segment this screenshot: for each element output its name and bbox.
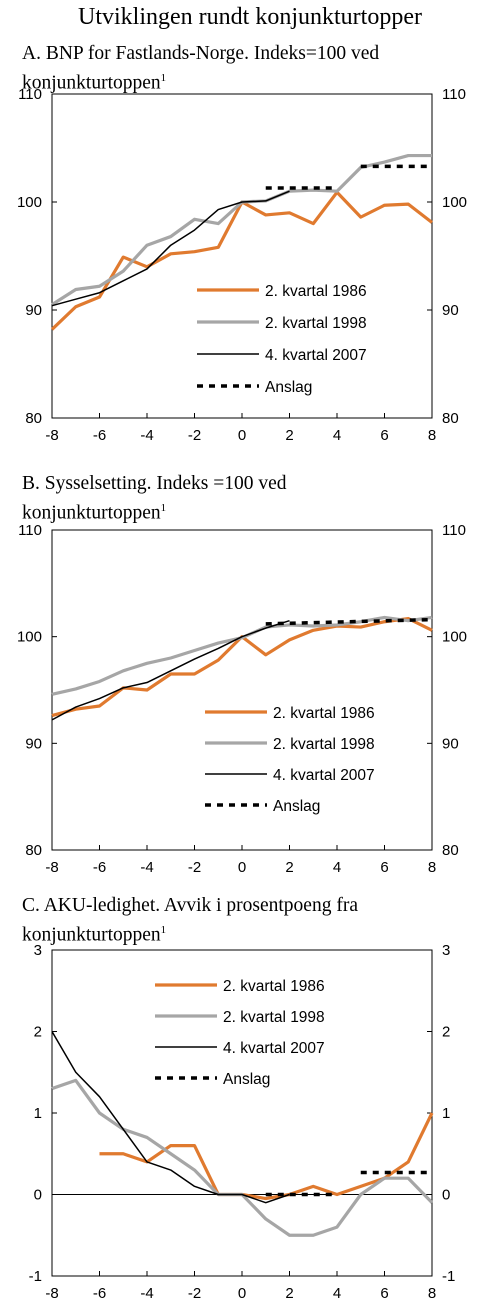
panel-b-legend-4-kvartal-2007-label: 4. kvartal 2007 — [273, 767, 375, 784]
panel-a-y-tick-label-right: 100 — [442, 194, 467, 211]
panel-c-legend-2-kvartal-1986-label: 2. kvartal 1986 — [223, 978, 325, 995]
panel-c-x-tick-label: 2 — [285, 1285, 293, 1302]
panel-b-series-anslag-line — [265, 617, 433, 626]
panel-b-footnote: 1 — [160, 502, 167, 514]
panel-a-label: A. — [22, 43, 41, 64]
panel-a-series-4-kvartal-2007-line — [51, 190, 290, 307]
panel-a-legend-2-kvartal-1998-label: 2. kvartal 1998 — [265, 315, 367, 332]
panel-a-x-tick-label: 4 — [333, 427, 341, 444]
panel-b-legend-2-kvartal-1998-label: 2. kvartal 1998 — [273, 736, 375, 753]
panel-c-title: C. AKU-ledighet. Avvik i prosentpoeng fr… — [22, 894, 358, 948]
panel-b-x-tick-label: 2 — [285, 859, 293, 876]
panel-a-y-tick-label-left: 110 — [18, 86, 42, 103]
panel-b-x-tick-label: 4 — [333, 859, 341, 876]
panel-c-y-tick-label-left: 3 — [34, 942, 42, 959]
panel-b-y-tick-label-left: 80 — [25, 842, 42, 859]
panel-c-x-tick-label: 0 — [238, 1285, 246, 1302]
panel-b-x-tick-label: 6 — [380, 859, 388, 876]
panel-a-y-tick-label-left: 100 — [17, 194, 42, 211]
panel-b-y-tick-label-right: 110 — [442, 522, 466, 539]
panel-c-x-tick-label: -2 — [188, 1285, 201, 1302]
panel-b-y-tick-label-right: 80 — [442, 842, 459, 859]
chart-panel-a: 80 80 90 90 100 100 110 110 -8 -6 -4 -2 0 2 4 6 8 2. kvar… — [17, 86, 467, 444]
chart-panel-b: 80 80 90 90 100 100 110 110 -8 -6 -4 -2 0 2 4 6 8 2. kvar… — [17, 522, 467, 876]
panel-c-y-tick-label-left: 0 — [34, 1187, 42, 1204]
panel-b-y-tick-label-left: 90 — [25, 735, 42, 752]
panel-c-legend-4-kvartal-2007-label: 4. kvartal 2007 — [223, 1040, 325, 1057]
panel-c-footnote: 1 — [160, 924, 167, 936]
panel-c-title-line1: AKU-ledighet. Avvik i prosentpoeng fra — [43, 895, 358, 916]
panel-b-series-4-kvartal-2007-line — [51, 619, 290, 721]
panel-a-x-tick-label: 8 — [428, 427, 436, 444]
panel-a-title-line2: konjunkturtoppen — [22, 72, 161, 94]
panel-a-x-tick-label: -8 — [45, 427, 58, 444]
panel-c-label: C. — [22, 895, 40, 916]
panel-b-x-tick-label: 8 — [428, 859, 436, 876]
panel-b-y-tick-label-right: 100 — [442, 629, 467, 646]
panel-b-legend-2-kvartal-1986-label: 2. kvartal 1986 — [273, 705, 375, 722]
panel-c-series-2-kvartal-1998-line — [51, 1078, 434, 1237]
panel-a-x-tick-label: 2 — [285, 427, 293, 444]
panel-c-plot-frame — [51, 949, 433, 1277]
panel-a-y-tick-label-right: 90 — [442, 302, 459, 319]
panel-b-y-tick-label-left: 100 — [17, 629, 42, 646]
panel-b-label: B. — [22, 473, 40, 494]
panel-c-series-2-kvartal-1986-line — [99, 1112, 434, 1201]
panel-c-y-tick-label-right: 0 — [442, 1187, 450, 1204]
panel-b-y-tick-label-left: 110 — [18, 522, 42, 539]
panel-b-legend-anslag-label: Anslag — [273, 798, 320, 815]
panel-a-footnote: 1 — [160, 72, 167, 84]
panel-c-y-tick-label-right: 1 — [442, 1105, 450, 1122]
panel-a-y-tick-label-left: 90 — [25, 302, 42, 319]
panel-c-y-tick-label-left: 1 — [34, 1105, 42, 1122]
panel-a-legend-4-kvartal-2007-label: 4. kvartal 2007 — [265, 347, 367, 364]
panel-c-series-4-kvartal-2007-line — [51, 1031, 290, 1204]
panel-a-x-tick-label: -2 — [188, 427, 201, 444]
panel-a-title: A. BNP for Fastlands-Norge. Indeks=100 v… — [22, 42, 379, 96]
panel-b-x-tick-label: -2 — [188, 859, 201, 876]
panel-a-y-tick-label-left: 80 — [25, 410, 42, 427]
panel-c-y-tick-label-right: 2 — [442, 1024, 450, 1041]
panel-c-x-tick-label: -8 — [45, 1285, 58, 1302]
panel-b-y-tick-label-right: 90 — [442, 735, 459, 752]
panel-a-legend-2-kvartal-1986-label: 2. kvartal 1986 — [265, 283, 367, 300]
panel-a-title-line1: BNP for Fastlands-Norge. Indeks=100 ved — [45, 43, 380, 64]
panel-c-x-tick-label: 6 — [380, 1285, 388, 1302]
panel-c-x-tick-label: 8 — [428, 1285, 436, 1302]
panel-a-x-tick-label: -6 — [93, 427, 106, 444]
panel-b-x-tick-label: 0 — [238, 859, 246, 876]
panel-c-x-tick-label: 4 — [333, 1285, 341, 1302]
panel-a-y-tick-label-right: 110 — [442, 86, 466, 103]
panel-a-x-tick-label: 0 — [238, 427, 246, 444]
panel-c-x-tick-label: -6 — [93, 1285, 106, 1302]
panel-c-y-tick-label-right: 3 — [442, 942, 450, 959]
panel-a-y-tick-label-right: 80 — [442, 410, 459, 427]
panel-c-title-line2: konjunkturtoppen — [22, 924, 161, 946]
panel-b-series-2-kvartal-1998-line — [51, 615, 433, 696]
panel-c-x-tick-label: -4 — [140, 1285, 153, 1302]
panel-b-title: B. Sysselsetting. Indeks =100 ved konjun… — [22, 472, 287, 526]
figure-title: Utviklingen rundt konjunkturtopper — [78, 4, 422, 30]
panel-b-title-line1: Sysselsetting. Indeks =100 ved — [44, 473, 287, 494]
panel-a-x-tick-label: 6 — [380, 427, 388, 444]
panel-b-title-line2: konjunkturtoppen — [22, 502, 161, 524]
panel-c-legend-2-kvartal-1998-label: 2. kvartal 1998 — [223, 1009, 325, 1026]
panel-c-y-tick-label-left: 2 — [34, 1024, 42, 1041]
panel-c-y-tick-label-right: -1 — [442, 1268, 455, 1285]
panel-b-x-tick-label: -8 — [45, 859, 58, 876]
panel-a-legend-anslag-label: Anslag — [265, 379, 312, 396]
panel-c-y-tick-label-left: -1 — [29, 1268, 42, 1285]
panel-b-x-tick-label: -4 — [140, 859, 153, 876]
panel-b-x-tick-label: -6 — [93, 859, 106, 876]
panel-a-x-tick-label: -4 — [140, 427, 153, 444]
panel-c-legend-anslag-label: Anslag — [223, 1071, 270, 1088]
